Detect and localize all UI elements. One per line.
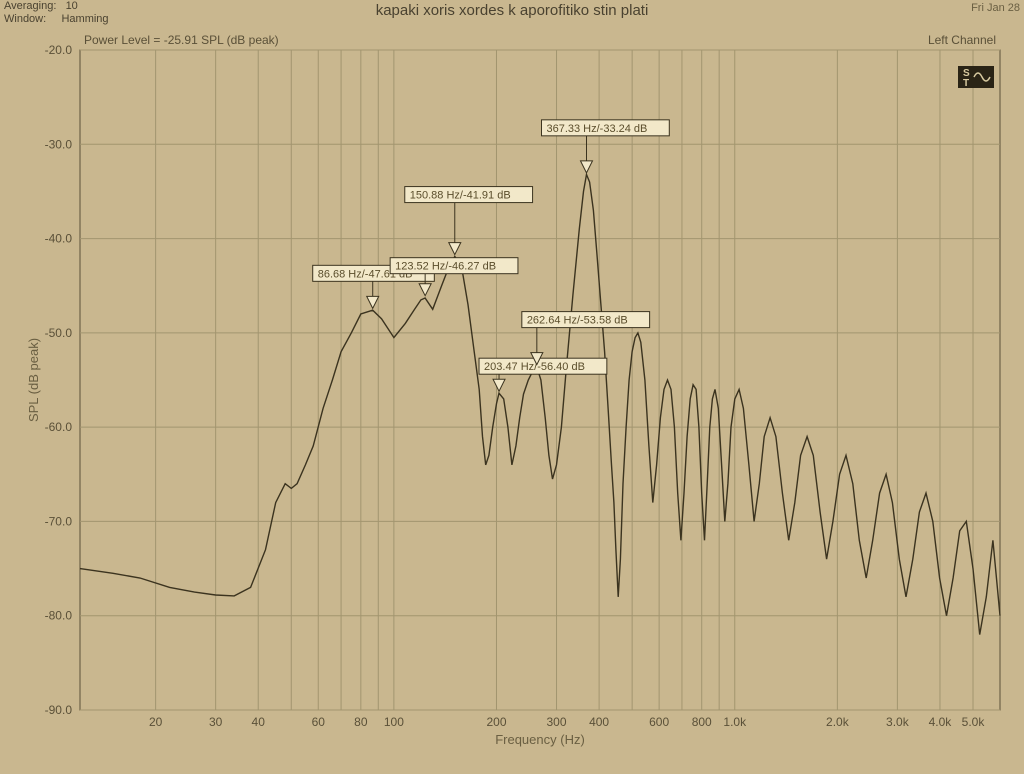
svg-text:40: 40: [252, 715, 266, 729]
svg-text:300: 300: [547, 715, 567, 729]
svg-text:20: 20: [149, 715, 163, 729]
svg-text:-50.0: -50.0: [45, 326, 73, 340]
svg-text:-70.0: -70.0: [45, 514, 73, 528]
svg-text:5.0k: 5.0k: [962, 715, 986, 729]
svg-text:30: 30: [209, 715, 223, 729]
svg-text:Left Channel: Left Channel: [928, 33, 996, 47]
svg-text:1.0k: 1.0k: [723, 715, 747, 729]
svg-text:123.52 Hz/-46.27 dB: 123.52 Hz/-46.27 dB: [395, 261, 496, 273]
svg-text:80: 80: [354, 715, 368, 729]
plot-svg: -20.0 -30.0 -40.0 -50.0 -60.0 -70.0 -80.0 -90.0…: [20, 30, 1010, 750]
date-label: Fri Jan 28: [971, 2, 1020, 14]
svg-text:60: 60: [312, 715, 326, 729]
svg-text:600: 600: [649, 715, 669, 729]
svg-text:-60.0: -60.0: [45, 420, 73, 434]
svg-text:367.33 Hz/-33.24 dB: 367.33 Hz/-33.24 dB: [546, 123, 647, 135]
svg-text:100: 100: [384, 715, 404, 729]
svg-text:262.64 Hz/-53.58 dB: 262.64 Hz/-53.58 dB: [527, 315, 628, 327]
svg-text:4.0k: 4.0k: [929, 715, 953, 729]
svg-text:-40.0: -40.0: [45, 232, 73, 246]
svg-text:150.88 Hz/-41.91 dB: 150.88 Hz/-41.91 dB: [410, 190, 511, 202]
svg-text:400: 400: [589, 715, 609, 729]
svg-text:Power Level = -25.91 SPL (dB p: Power Level = -25.91 SPL (dB peak): [84, 33, 279, 47]
svg-text:800: 800: [692, 715, 712, 729]
svg-text:200: 200: [486, 715, 506, 729]
svg-text:2.0k: 2.0k: [826, 715, 850, 729]
svg-text:3.0k: 3.0k: [886, 715, 910, 729]
svg-text:Frequency (Hz): Frequency (Hz): [495, 732, 585, 747]
svg-text:T: T: [963, 78, 969, 89]
svg-text:-90.0: -90.0: [45, 703, 73, 717]
chart-title: kapaki xoris xordes k aporofitiko stin p…: [0, 2, 1024, 19]
svg-text:-30.0: -30.0: [45, 137, 73, 151]
svg-text:SPL (dB peak): SPL (dB peak): [26, 338, 41, 422]
svg-text:-20.0: -20.0: [45, 43, 73, 57]
svg-text:203.47 Hz/-56.40 dB: 203.47 Hz/-56.40 dB: [484, 361, 585, 373]
svg-text:-80.0: -80.0: [45, 609, 73, 623]
spectrum-plot: -20.0 -30.0 -40.0 -50.0 -60.0 -70.0 -80.0 -90.0…: [20, 30, 1010, 750]
